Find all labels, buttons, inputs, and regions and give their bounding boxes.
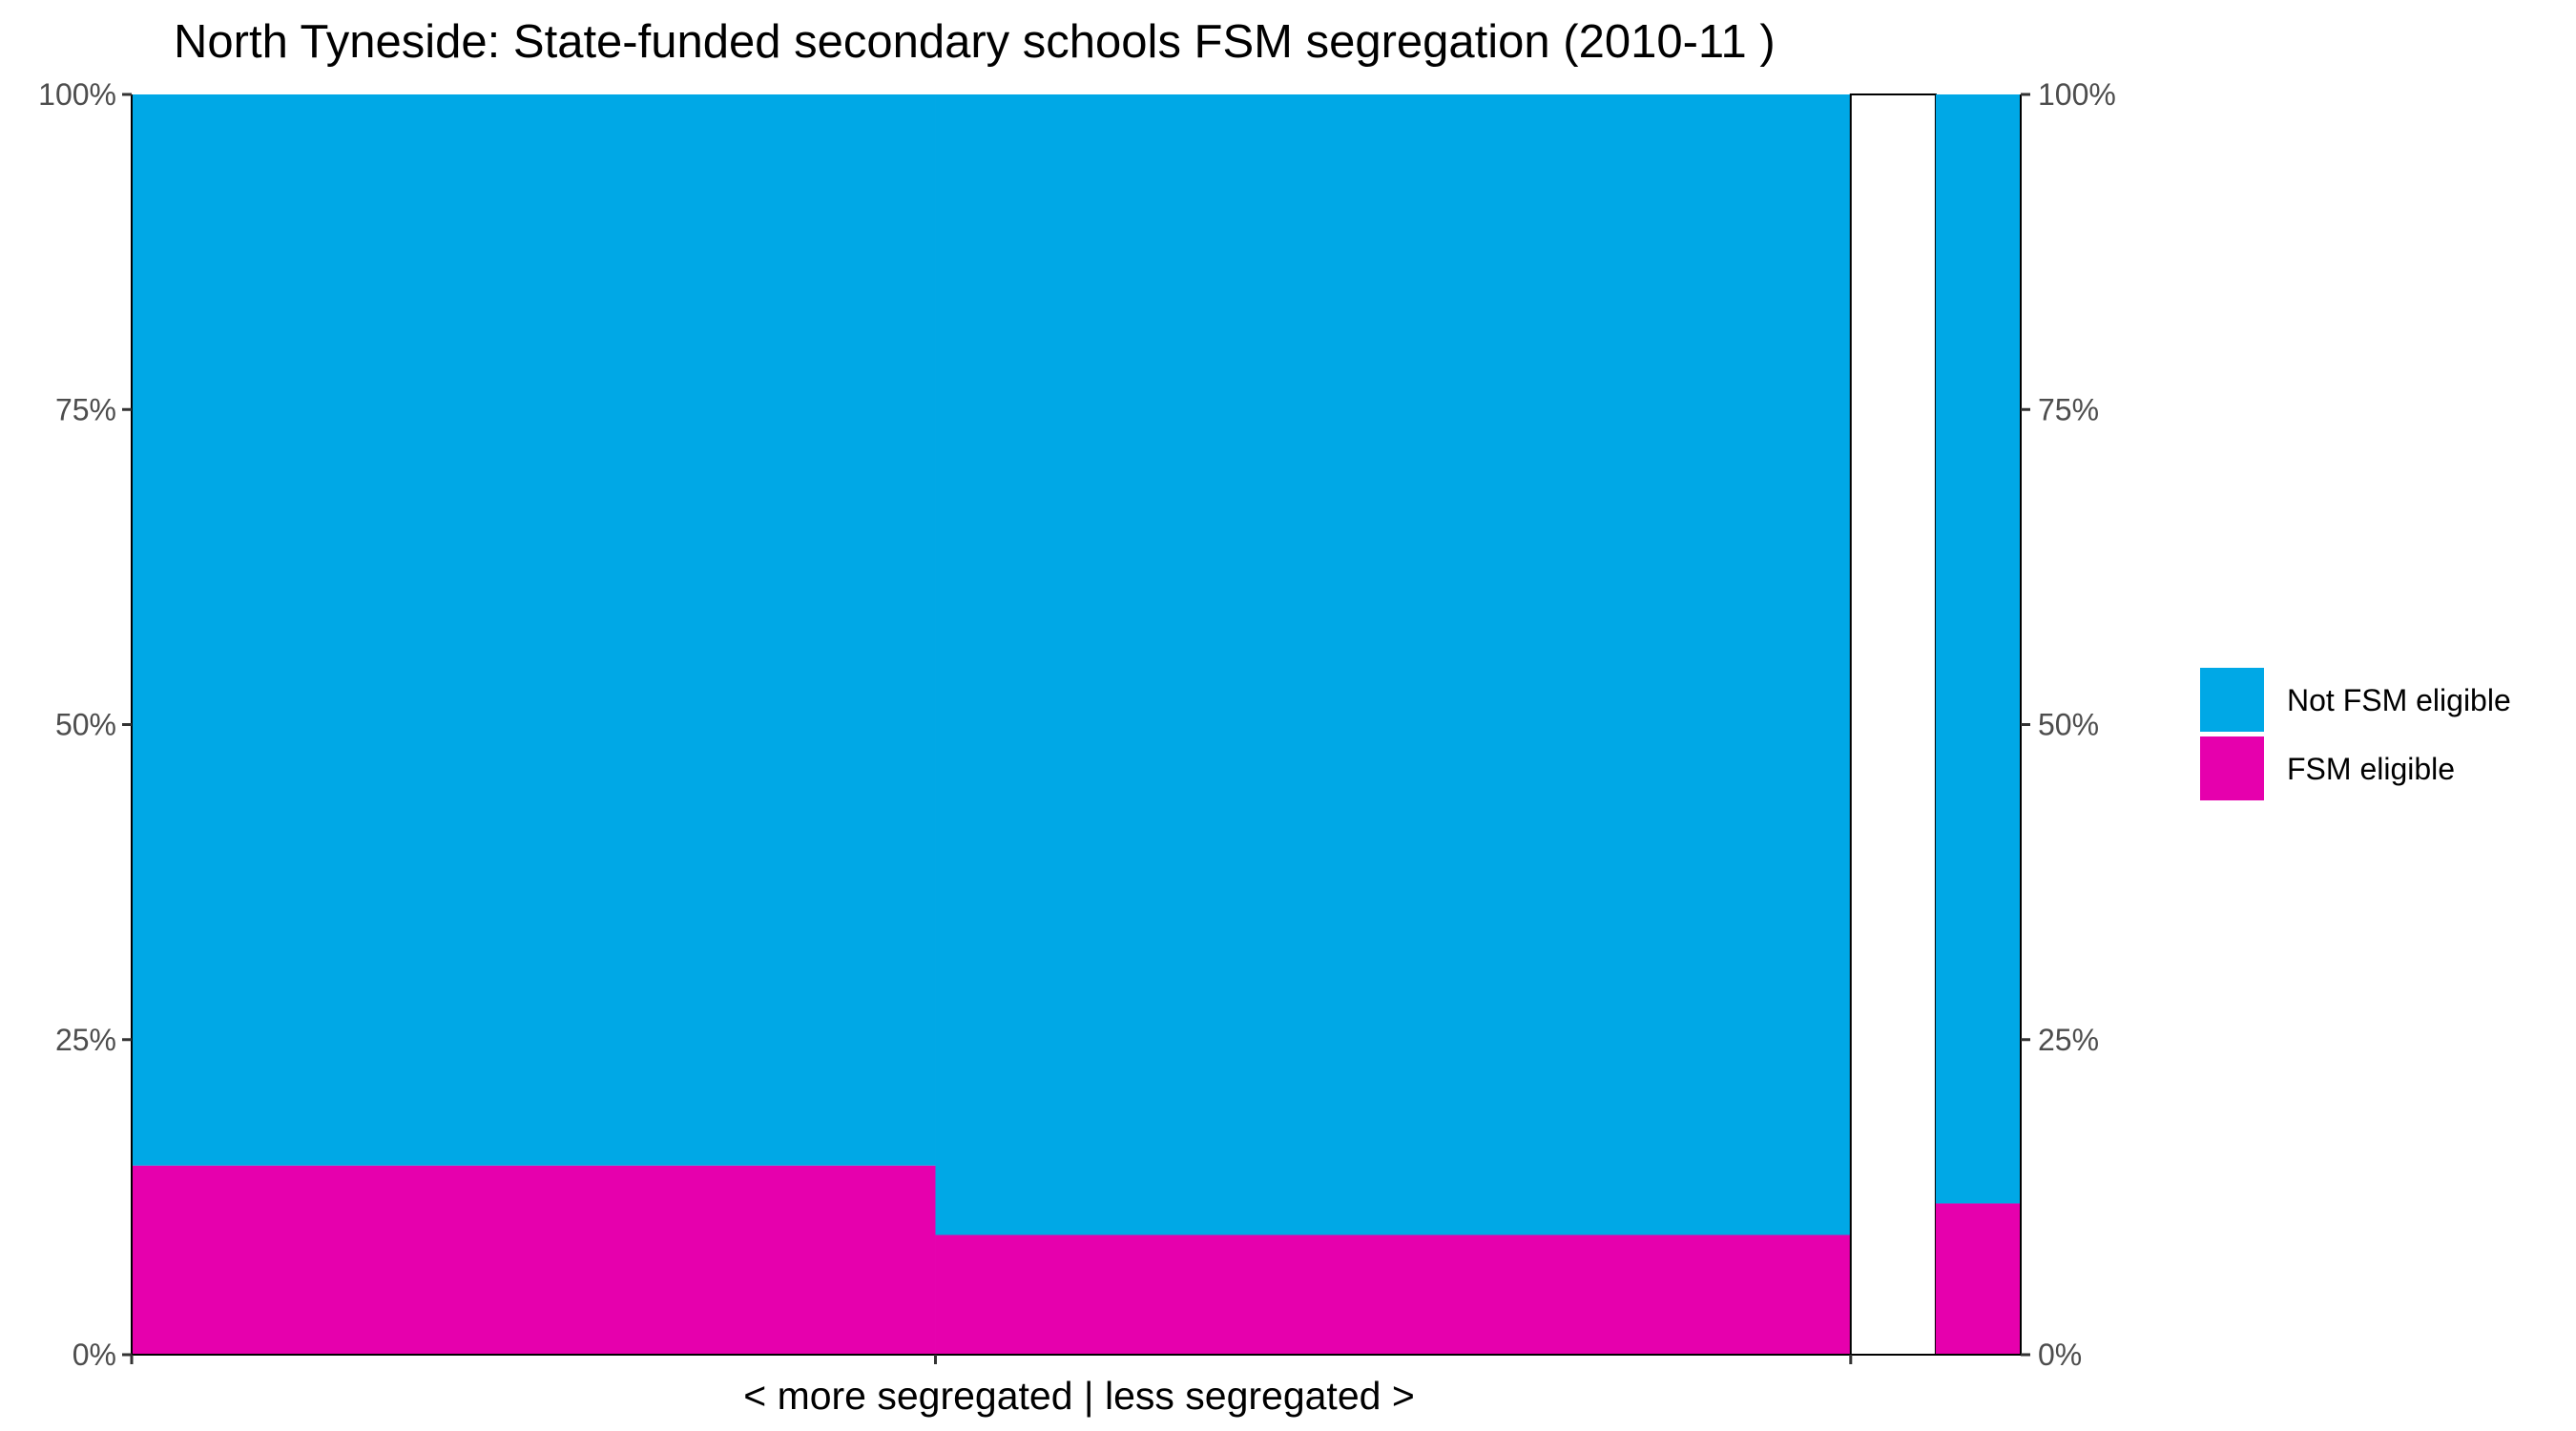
y-tick-label-left: 25% bbox=[55, 1023, 116, 1057]
y-tick-label-right: 50% bbox=[2038, 708, 2099, 742]
bar-not-fsm-1 bbox=[132, 94, 936, 1166]
y-tick-label-right: 25% bbox=[2038, 1023, 2099, 1057]
x-axis-title: < more segregated | less segregated > bbox=[743, 1374, 1415, 1418]
bar-not-fsm-2 bbox=[935, 94, 1851, 1235]
y-tick-label-left: 100% bbox=[38, 77, 116, 112]
legend-label-fsm: FSM eligible bbox=[2287, 752, 2455, 786]
y-tick-label-right: 75% bbox=[2038, 392, 2099, 426]
legend-swatch-not-fsm bbox=[2200, 668, 2264, 732]
axes: 0% 0% 25% 25% 50% 50% 75% 75% 100% 100% bbox=[38, 77, 2116, 1372]
empty-segment-3 bbox=[1849, 93, 1937, 1356]
bar-fsm-4 bbox=[1935, 1203, 2021, 1355]
bar-fsm-1 bbox=[132, 1165, 936, 1355]
y-tick-label-left: 50% bbox=[55, 708, 116, 742]
plot-area bbox=[132, 93, 2021, 1356]
bar-not-fsm-4 bbox=[1935, 94, 2021, 1204]
legend-swatch-fsm bbox=[2200, 736, 2264, 800]
y-tick-label-right: 100% bbox=[2038, 77, 2116, 112]
bar-fsm-2 bbox=[935, 1234, 1851, 1355]
y-tick-label-right: 0% bbox=[2038, 1338, 2082, 1372]
y-tick-label-left: 0% bbox=[73, 1338, 116, 1372]
legend-label-not-fsm: Not FSM eligible bbox=[2287, 683, 2511, 717]
y-tick-label-left: 75% bbox=[55, 392, 116, 426]
legend: Not FSM eligible FSM eligible bbox=[2200, 668, 2511, 800]
chart-title: North Tyneside: State-funded secondary s… bbox=[174, 16, 1776, 68]
